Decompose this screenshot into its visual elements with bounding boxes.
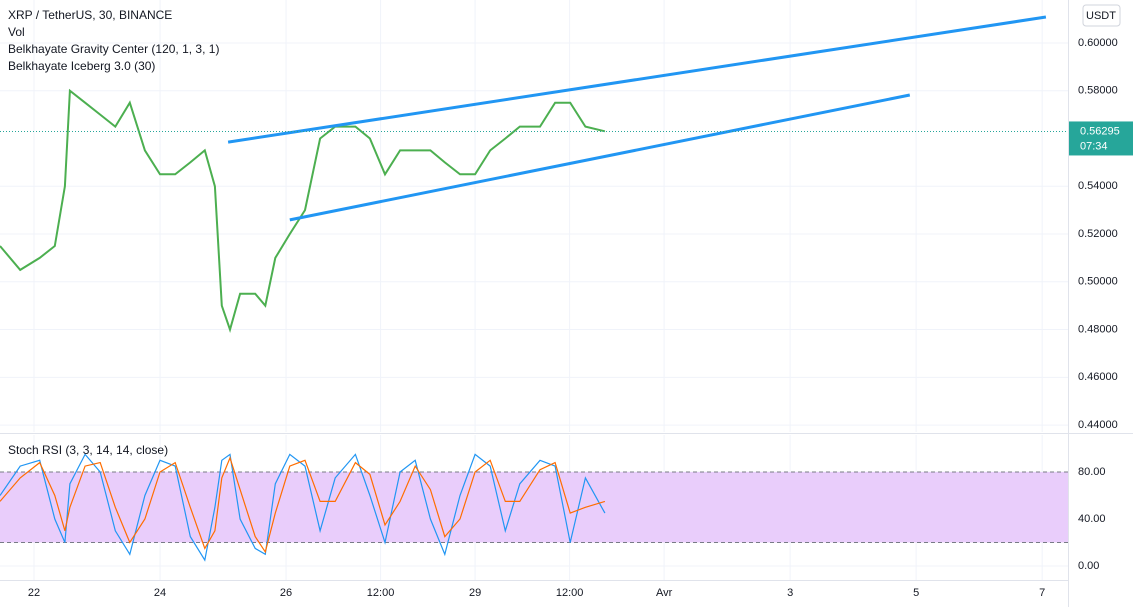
x-tick-label: 12:00 — [367, 587, 395, 599]
y-tick-label: 40.00 — [1078, 513, 1106, 525]
currency[interactable]: USDT — [1086, 10, 1116, 22]
last-price-box — [1069, 121, 1133, 156]
x-tick-label: Avr — [656, 587, 673, 599]
y-tick-label: 0.58000 — [1078, 85, 1118, 97]
indicator-label: Belkhayate Gravity Center (120, 1, 3, 1) — [8, 42, 219, 56]
last-price-label: 0.56295 — [1080, 125, 1120, 137]
x-tick-label: 22 — [28, 587, 40, 599]
trendline — [227, 15, 1047, 144]
y-tick-label: 0.60000 — [1078, 37, 1118, 49]
trendline — [289, 93, 911, 222]
y-tick-label: 0.44000 — [1078, 419, 1118, 431]
y-tick-label: 0.48000 — [1078, 323, 1118, 335]
indicator-label: Vol — [8, 25, 25, 39]
y-tick-label: 0.50000 — [1078, 276, 1118, 288]
x-tick-label: 12:00 — [556, 587, 584, 599]
x-tick-label: 24 — [154, 587, 166, 599]
x-tick-label: 29 — [469, 587, 481, 599]
x-tick-label: 3 — [787, 587, 793, 599]
x-tick-label: 7 — [1039, 587, 1045, 599]
y-tick-label: 0.52000 — [1078, 228, 1118, 240]
band — [0, 472, 1068, 543]
indicator-label: Belkhayate Iceberg 3.0 (30) — [8, 59, 155, 73]
pane-title: Stoch RSI (3, 3, 14, 14, close) — [8, 443, 168, 457]
series-line — [0, 453, 606, 562]
series-line — [0, 456, 606, 554]
price-line — [0, 88, 606, 333]
currency-box[interactable] — [1082, 4, 1121, 27]
y-tick-label: 0.54000 — [1078, 180, 1118, 192]
x-tick-label: 5 — [913, 587, 919, 599]
y-tick-label: 0.00 — [1078, 560, 1099, 572]
x-tick-label: 26 — [280, 587, 292, 599]
pane-title: XRP / TetherUS, 30, BINANCE — [8, 8, 172, 22]
y-tick-label: 0.46000 — [1078, 371, 1118, 383]
y-tick-label: 80.00 — [1078, 466, 1106, 478]
countdown: 07:34 — [1080, 140, 1108, 152]
